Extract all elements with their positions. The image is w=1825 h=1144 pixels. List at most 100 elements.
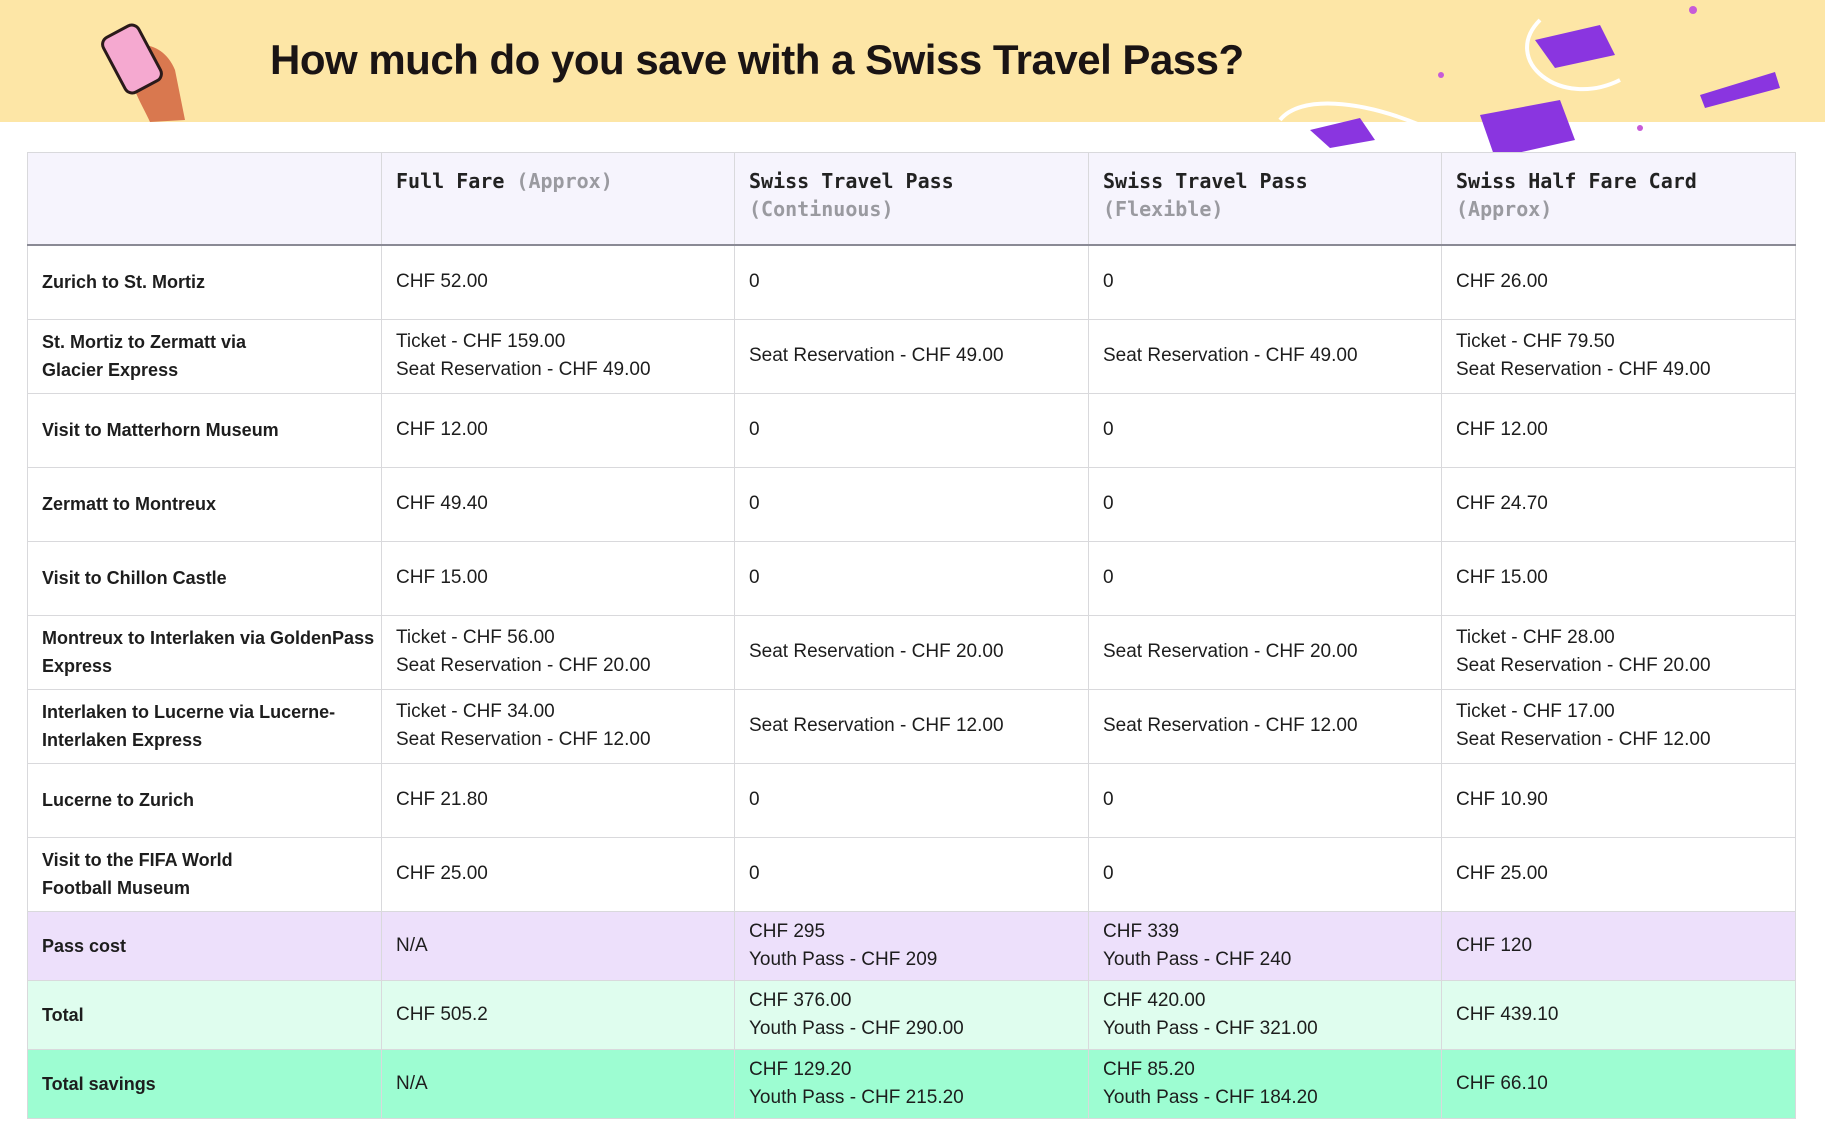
cell-line: CHF 10.90 <box>1456 789 1548 810</box>
table-row: Total savings N/A CHF 129.20 Youth Pass - C… <box>27 1048 1796 1119</box>
cell-line: CHF 15.00 <box>396 567 488 588</box>
cell: CHF 420.00 Youth Pass - CHF 321.00 <box>1088 979 1442 1050</box>
cell: CHF 12.00 <box>381 392 735 468</box>
cell-line: Youth Pass - CHF 184.20 <box>1103 1086 1318 1108</box>
column-header: Full Fare (Approx) <box>381 152 735 246</box>
cell-line: CHF 12.00 <box>1456 419 1548 440</box>
row-label: Interlaken to Lucerne via Lucerne- Interl… <box>27 688 382 764</box>
row-label: Visit to Matterhorn Museum <box>27 392 382 468</box>
cell-line: CHF 129.20 <box>749 1058 852 1080</box>
cell-line: CHF 339 <box>1103 920 1180 942</box>
title: How much do you save with a Swiss Travel… <box>270 36 1244 83</box>
cell: CHF 12.00 <box>1441 392 1796 468</box>
cell-line: CHF 21.80 <box>396 789 488 810</box>
cell-line: 0 <box>1103 271 1114 292</box>
cell-line: 0 <box>749 863 760 884</box>
cell-line: N/A <box>396 934 428 956</box>
cell-line: Ticket - CHF 56.00 <box>396 627 555 648</box>
column-name: Swiss Travel Pass <box>749 169 954 193</box>
cell: Ticket - CHF 34.00 Seat Reservation - CHF… <box>381 688 735 764</box>
cell-line: CHF 15.00 <box>1456 567 1548 588</box>
cell-line: Ticket - CHF 34.00 <box>396 701 555 722</box>
table-body: Zurich to St. Mortiz CHF 52.00 0 0 CHF 26.00… <box>27 244 1796 1119</box>
cell-line: Seat Reservation - CHF 20.00 <box>1456 655 1711 676</box>
label-line: Total savings <box>42 1073 156 1094</box>
table-row: Visit to Chillon Castle CHF 15.00 0 0 CHF 15… <box>27 540 1796 616</box>
label-line: Visit to Chillon Castle <box>42 568 227 588</box>
cell: Ticket - CHF 17.00 Seat Reservation - CHF… <box>1441 688 1796 764</box>
table-row: Zurich to St. Mortiz CHF 52.00 0 0 CHF 26.00 <box>27 244 1796 320</box>
cell: 0 <box>734 540 1089 616</box>
cell: CHF 49.40 <box>381 466 735 542</box>
column-header: Swiss Travel Pass (Continuous) <box>734 152 1089 246</box>
cell: CHF 129.20 Youth Pass - CHF 215.20 <box>734 1048 1089 1119</box>
cell: 0 <box>734 466 1089 542</box>
cell: CHF 25.00 <box>381 836 735 912</box>
cell: 0 <box>1088 244 1442 320</box>
cell-line: 0 <box>1103 567 1114 588</box>
row-label: Pass cost <box>27 910 382 981</box>
cell-line: Seat Reservation - CHF 12.00 <box>749 715 1004 736</box>
row-label: Visit to Chillon Castle <box>27 540 382 616</box>
table-row: Interlaken to Lucerne via Lucerne- Interl… <box>27 688 1796 764</box>
row-label: Total savings <box>27 1048 382 1119</box>
cell-line: CHF 24.70 <box>1456 493 1548 514</box>
cell: 0 <box>1088 392 1442 468</box>
cell-line: Youth Pass - CHF 290.00 <box>749 1017 964 1039</box>
cell: Seat Reservation - CHF 12.00 <box>734 688 1089 764</box>
cell-line: Ticket - CHF 28.00 <box>1456 627 1615 648</box>
cell-line: CHF 85.20 <box>1103 1058 1195 1080</box>
cell-line: Seat Reservation - CHF 12.00 <box>1103 715 1358 736</box>
label-line: Zermatt to Montreux <box>42 494 217 514</box>
header-band <box>0 0 1825 122</box>
cell-line: Seat Reservation - CHF 49.00 <box>1456 359 1711 380</box>
cell: CHF 439.10 <box>1441 979 1796 1050</box>
column-note: (Approx) <box>516 169 613 193</box>
cell: N/A <box>381 1048 735 1119</box>
cell-line: Ticket - CHF 159.00 <box>396 331 566 352</box>
row-label: Zermatt to Montreux <box>27 466 382 542</box>
label-line: Zurich to St. Mortiz <box>42 272 205 292</box>
cell: Ticket - CHF 79.50 Seat Reservation - CHF… <box>1441 318 1796 394</box>
label-line: Football Museum <box>42 878 190 898</box>
cell: 0 <box>734 762 1089 838</box>
cell: N/A <box>381 910 735 981</box>
cell-line: Seat Reservation - CHF 49.00 <box>396 359 651 380</box>
corner-cell <box>27 152 382 246</box>
hand-phone <box>101 23 185 122</box>
comparison-table: Full Fare (Approx) Swiss Travel Pass (Con… <box>27 152 1796 1119</box>
column-note: (Approx) <box>1456 197 1553 221</box>
cell: Seat Reservation - CHF 20.00 <box>1088 614 1442 690</box>
cell-line: 0 <box>1103 493 1114 514</box>
swirls <box>1278 18 1621 127</box>
tickets <box>1310 25 1780 158</box>
cell: 0 <box>1088 836 1442 912</box>
row-label: Total <box>27 979 382 1050</box>
cell: 0 <box>1088 466 1442 542</box>
cell: CHF 85.20 Youth Pass - CHF 184.20 <box>1088 1048 1442 1119</box>
cell-line: CHF 49.40 <box>396 493 488 514</box>
cell: CHF 15.00 <box>1441 540 1796 616</box>
cell: CHF 376.00 Youth Pass - CHF 290.00 <box>734 979 1089 1050</box>
column-name: Full Fare <box>396 169 505 193</box>
cell: CHF 10.90 <box>1441 762 1796 838</box>
cell: CHF 505.2 <box>381 979 735 1050</box>
table-row: St. Mortiz to Zermatt via Glacier Express… <box>27 318 1796 394</box>
cell: Ticket - CHF 28.00 Seat Reservation - CHF… <box>1441 614 1796 690</box>
cell-line: Seat Reservation - CHF 20.00 <box>396 655 651 676</box>
cell-line: CHF 12.00 <box>396 419 488 440</box>
label-line: Interlaken to Lucerne via Lucerne- <box>42 702 336 722</box>
cell: CHF 295 Youth Pass - CHF 209 <box>734 910 1089 981</box>
cell-line: Seat Reservation - CHF 20.00 <box>749 641 1004 662</box>
cell: Ticket - CHF 159.00 Seat Reservation - CH… <box>381 318 735 394</box>
column-header: Swiss Half Fare Card (Approx) <box>1441 152 1796 246</box>
cell: 0 <box>1088 762 1442 838</box>
cell-line: CHF 376.00 <box>749 989 852 1011</box>
label-line: St. Mortiz to Zermatt via <box>42 332 247 352</box>
cell-line: 0 <box>749 567 760 588</box>
table-row: Montreux to Interlaken via GoldenPass Exp… <box>27 614 1796 690</box>
cell: CHF 24.70 <box>1441 466 1796 542</box>
cell-line: Ticket - CHF 17.00 <box>1456 701 1615 722</box>
column-note: (Flexible) <box>1103 197 1224 221</box>
cell-line: Ticket - CHF 79.50 <box>1456 331 1615 352</box>
